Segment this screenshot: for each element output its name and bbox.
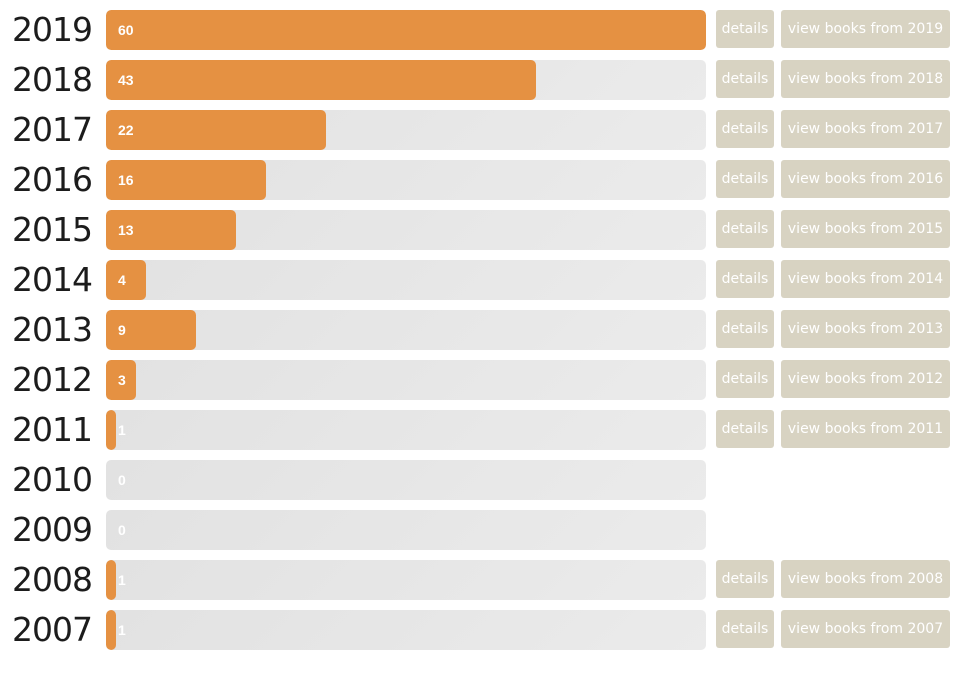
bar-track: 3 bbox=[106, 360, 706, 400]
year-label: 2015 bbox=[12, 210, 93, 249]
year-label: 2012 bbox=[12, 360, 93, 399]
chart-row: 2015 13 details view books from 2015 bbox=[0, 210, 978, 250]
view-books-button[interactable]: view books from 2016 bbox=[781, 160, 950, 198]
bar-value-label: 0 bbox=[118, 472, 126, 488]
chart-row: 2011 1 details view books from 2011 bbox=[0, 410, 978, 450]
details-button[interactable]: details bbox=[716, 610, 774, 648]
details-button[interactable]: details bbox=[716, 560, 774, 598]
bar-value-label: 3 bbox=[118, 372, 126, 388]
year-bar-chart: 2019 60 details view books from 2019 2018 43 d… bbox=[0, 10, 978, 660]
chart-row: 2007 1 details view books from 2007 bbox=[0, 610, 978, 650]
bar-track: 0 bbox=[106, 510, 706, 550]
chart-row: 2017 22 details view books from 2017 bbox=[0, 110, 978, 150]
chart-row: 2016 16 details view books from 2016 bbox=[0, 160, 978, 200]
details-button[interactable]: details bbox=[716, 160, 774, 198]
view-books-button[interactable]: view books from 2019 bbox=[781, 10, 950, 48]
view-books-button[interactable]: view books from 2017 bbox=[781, 110, 950, 148]
year-label: 2019 bbox=[12, 10, 93, 49]
bar-fill bbox=[106, 110, 326, 150]
chart-row: 2008 1 details view books from 2008 bbox=[0, 560, 978, 600]
bar-fill bbox=[106, 610, 116, 650]
bar-track: 60 bbox=[106, 10, 706, 50]
chart-row: 2013 9 details view books from 2013 bbox=[0, 310, 978, 350]
view-books-button[interactable]: view books from 2013 bbox=[781, 310, 950, 348]
bar-value-label: 4 bbox=[118, 272, 126, 288]
year-label: 2007 bbox=[12, 610, 93, 649]
bar-fill bbox=[106, 60, 536, 100]
bar-fill bbox=[106, 260, 146, 300]
details-button[interactable]: details bbox=[716, 60, 774, 98]
details-button[interactable]: details bbox=[716, 110, 774, 148]
year-label: 2016 bbox=[12, 160, 93, 199]
view-books-button[interactable]: view books from 2008 bbox=[781, 560, 950, 598]
bar-fill bbox=[106, 560, 116, 600]
chart-row: 2014 4 details view books from 2014 bbox=[0, 260, 978, 300]
year-label: 2018 bbox=[12, 60, 93, 99]
bar-track: 1 bbox=[106, 560, 706, 600]
bar-value-label: 9 bbox=[118, 322, 126, 338]
year-label: 2009 bbox=[12, 510, 93, 549]
details-button[interactable]: details bbox=[716, 310, 774, 348]
bar-track: 13 bbox=[106, 210, 706, 250]
bar-fill bbox=[106, 410, 116, 450]
year-label: 2013 bbox=[12, 310, 93, 349]
bar-value-label: 1 bbox=[118, 622, 126, 638]
bar-value-label: 16 bbox=[118, 172, 134, 188]
bar-track: 9 bbox=[106, 310, 706, 350]
chart-row: 2018 43 details view books from 2018 bbox=[0, 60, 978, 100]
bar-value-label: 60 bbox=[118, 22, 134, 38]
details-button[interactable]: details bbox=[716, 260, 774, 298]
view-books-button[interactable]: view books from 2018 bbox=[781, 60, 950, 98]
bar-value-label: 13 bbox=[118, 222, 134, 238]
view-books-button[interactable]: view books from 2015 bbox=[781, 210, 950, 248]
bar-track: 43 bbox=[106, 60, 706, 100]
chart-row: 2010 0 bbox=[0, 460, 978, 500]
details-button[interactable]: details bbox=[716, 210, 774, 248]
view-books-button[interactable]: view books from 2011 bbox=[781, 410, 950, 448]
view-books-button[interactable]: view books from 2014 bbox=[781, 260, 950, 298]
bar-value-label: 0 bbox=[118, 522, 126, 538]
details-button[interactable]: details bbox=[716, 10, 774, 48]
bar-track: 1 bbox=[106, 410, 706, 450]
chart-row: 2019 60 details view books from 2019 bbox=[0, 10, 978, 50]
bar-value-label: 1 bbox=[118, 422, 126, 438]
year-label: 2011 bbox=[12, 410, 93, 449]
chart-row: 2009 0 bbox=[0, 510, 978, 550]
view-books-button[interactable]: view books from 2012 bbox=[781, 360, 950, 398]
bar-fill bbox=[106, 310, 196, 350]
year-label: 2014 bbox=[12, 260, 93, 299]
bar-fill bbox=[106, 10, 706, 50]
bar-track: 16 bbox=[106, 160, 706, 200]
year-label: 2017 bbox=[12, 110, 93, 149]
view-books-button[interactable]: view books from 2007 bbox=[781, 610, 950, 648]
year-label: 2008 bbox=[12, 560, 93, 599]
bar-track: 22 bbox=[106, 110, 706, 150]
bar-fill bbox=[106, 160, 266, 200]
details-button[interactable]: details bbox=[716, 410, 774, 448]
bar-value-label: 43 bbox=[118, 72, 134, 88]
bar-track: 0 bbox=[106, 460, 706, 500]
bar-track: 1 bbox=[106, 610, 706, 650]
year-label: 2010 bbox=[12, 460, 93, 499]
bar-fill bbox=[106, 210, 236, 250]
details-button[interactable]: details bbox=[716, 360, 774, 398]
chart-row: 2012 3 details view books from 2012 bbox=[0, 360, 978, 400]
bar-value-label: 22 bbox=[118, 122, 134, 138]
bar-track: 4 bbox=[106, 260, 706, 300]
bar-fill bbox=[106, 360, 136, 400]
bar-value-label: 1 bbox=[118, 572, 126, 588]
